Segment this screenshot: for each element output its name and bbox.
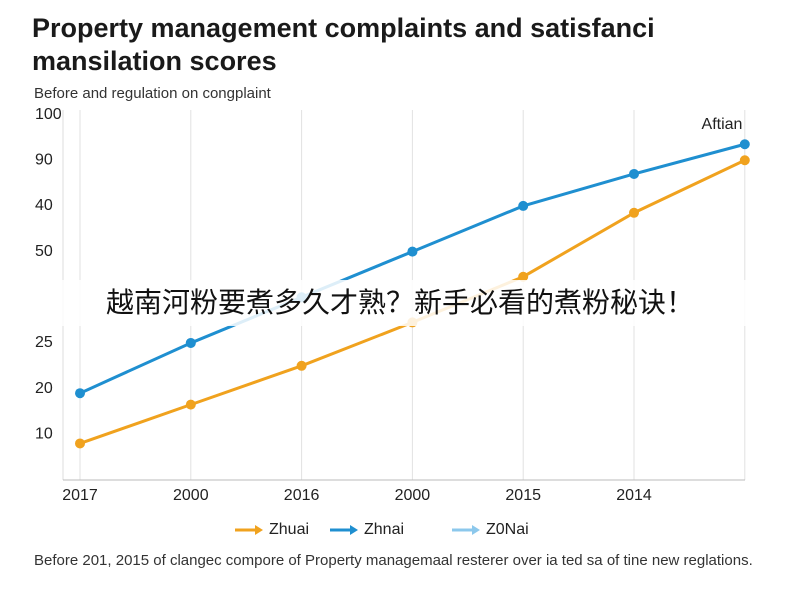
overlay-banner: 越南河粉要煮多久才熟？新手必看的煮粉秘诀！ bbox=[0, 280, 800, 326]
point bbox=[739, 155, 750, 166]
chart-subtitle: Before and regulation on congplaint bbox=[34, 85, 271, 102]
point bbox=[739, 139, 750, 150]
x-tick-label: 2000 bbox=[173, 487, 209, 504]
y-tick-label: 10 bbox=[35, 426, 53, 443]
x-tick-label: 2017 bbox=[62, 487, 98, 504]
y-tick-label: 25 bbox=[35, 334, 53, 351]
footnote: Before 201, 2015 of clangec compore of P… bbox=[34, 552, 753, 569]
point bbox=[296, 360, 307, 371]
legend-arrow bbox=[255, 525, 263, 535]
point bbox=[407, 246, 418, 257]
legend-label: Zhnai bbox=[364, 521, 404, 538]
point bbox=[629, 207, 639, 218]
x-tick-label: 2015 bbox=[505, 487, 541, 504]
legend-arrow bbox=[350, 525, 358, 535]
x-tick-label: 2000 bbox=[395, 487, 431, 504]
x-tick-label: 2016 bbox=[284, 487, 320, 504]
x-tick-label: 2014 bbox=[616, 487, 652, 504]
point bbox=[518, 271, 529, 282]
legend-item: Zhnai bbox=[330, 521, 404, 538]
point bbox=[75, 438, 85, 449]
point bbox=[185, 399, 196, 410]
legend-label: Z0Nai bbox=[486, 521, 529, 538]
y-tick-label: 100 bbox=[35, 106, 62, 123]
point bbox=[629, 168, 639, 179]
y-tick-label: 20 bbox=[35, 380, 53, 397]
point bbox=[518, 200, 529, 211]
y-tick-label: 90 bbox=[35, 151, 53, 168]
y-tick-label: 50 bbox=[35, 243, 53, 260]
chart-title: Property management complaints and satis… bbox=[32, 13, 655, 76]
legend-label: Zhuai bbox=[269, 521, 309, 538]
legend-item: Z0Nai bbox=[452, 521, 529, 538]
y-tick-label: 40 bbox=[35, 197, 53, 214]
point bbox=[185, 337, 196, 348]
legend-item: Zhuai bbox=[235, 521, 309, 538]
annotation: Aftian bbox=[702, 116, 743, 133]
point bbox=[75, 388, 85, 399]
legend-arrow bbox=[472, 525, 480, 535]
